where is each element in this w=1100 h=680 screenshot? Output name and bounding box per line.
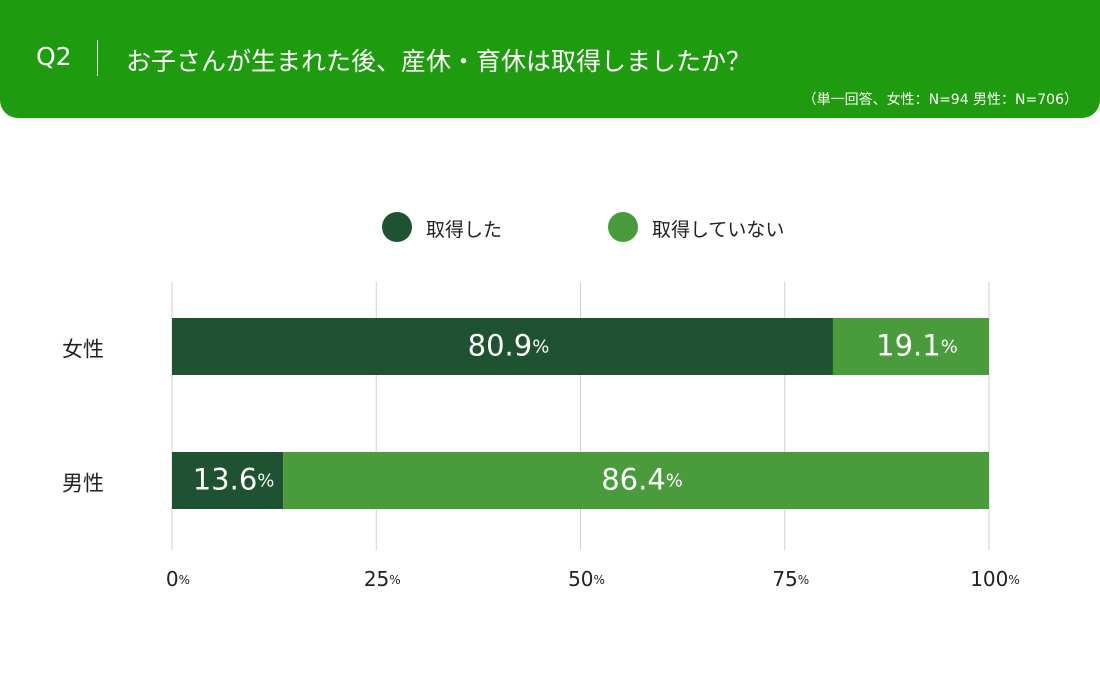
legend-label-acquired: 取得した	[426, 219, 503, 241]
header-divider	[97, 40, 98, 76]
header-banner: Q2 お子さんが生まれた後、産休・育休は取得しましたか？ （単一回答、女性：N=…	[0, 0, 1100, 118]
tick-label-100: 100%	[970, 567, 1020, 591]
category-label-0: 女性	[62, 338, 104, 362]
tick-label-50: 50%	[568, 567, 605, 591]
tick-label-0: 0%	[166, 567, 190, 591]
bar-1-1	[283, 452, 989, 509]
tick-label-25: 25%	[364, 567, 401, 591]
bar-0-0	[172, 318, 833, 375]
tick-label-75: 75%	[772, 567, 809, 591]
legend-label-not-acquired: 取得していない	[652, 219, 785, 241]
legend-swatch-acquired	[382, 212, 412, 242]
sample-note: （単一回答、女性：N=94 男性：N=706）	[802, 92, 1078, 108]
data-label-1-1: 86.4%	[601, 463, 683, 497]
legend-swatch-not-acquired	[608, 212, 638, 242]
bar-0-1	[832, 318, 989, 375]
bar-1-0	[172, 452, 284, 509]
data-label-0-0: 80.9%	[468, 329, 550, 363]
question-number: Q2	[36, 42, 72, 71]
data-label-1-0: 13.6%	[193, 463, 275, 497]
question-title: お子さんが生まれた後、産休・育休は取得しましたか？	[126, 47, 752, 76]
category-label-1: 男性	[62, 472, 104, 496]
data-label-0-1: 19.1%	[876, 329, 958, 363]
